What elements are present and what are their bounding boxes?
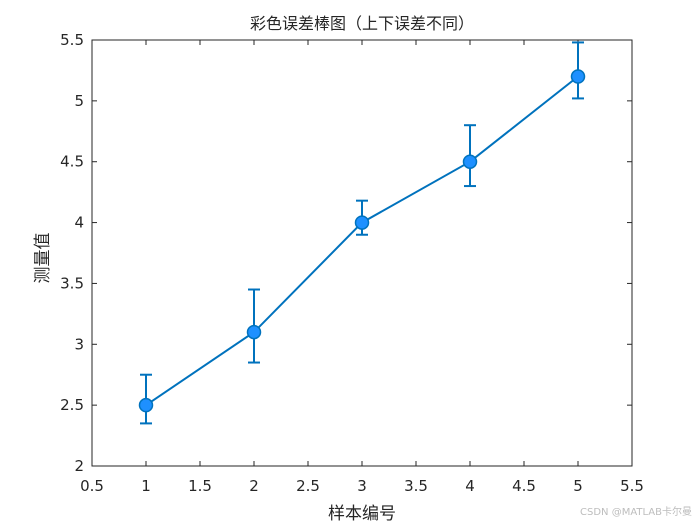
- x-tick-label: 2.5: [296, 477, 320, 495]
- chart-title: 彩色误差棒图（上下误差不同）: [250, 14, 474, 33]
- x-tick-label: 1: [141, 477, 151, 495]
- data-point: [354, 215, 370, 230]
- x-tick-label: 1.5: [188, 477, 212, 495]
- y-tick-label: 3: [74, 335, 84, 353]
- x-tick-label: 3: [357, 477, 367, 495]
- x-tick-label: 3.5: [404, 477, 428, 495]
- x-tick-label: 5: [573, 477, 583, 495]
- x-tick-label: 4.5: [512, 477, 536, 495]
- plot-area: [91, 39, 633, 467]
- x-tick-label: 2: [249, 477, 259, 495]
- y-axis-title: 测量值: [33, 233, 53, 284]
- y-tick-label: 2: [74, 457, 84, 475]
- y-tick-label: 4.5: [60, 153, 84, 171]
- y-tick-label: 5: [74, 92, 84, 110]
- data-point: [138, 397, 154, 413]
- y-tick-label: 2.5: [60, 396, 84, 414]
- data-point: [570, 69, 586, 84]
- x-tick-label: 0.5: [80, 477, 104, 495]
- x-tick-label: 4: [465, 477, 475, 495]
- y-tick-label: 4: [74, 214, 84, 232]
- y-tick-label: 3.5: [60, 274, 84, 292]
- x-tick-label: 5.5: [620, 477, 644, 495]
- data-point: [246, 324, 262, 340]
- x-axis-title: 样本编号: [328, 504, 396, 524]
- watermark: CSDN @MATLAB卡尔曼: [580, 505, 692, 518]
- data-point: [462, 154, 478, 169]
- y-tick-label: 5.5: [60, 31, 84, 49]
